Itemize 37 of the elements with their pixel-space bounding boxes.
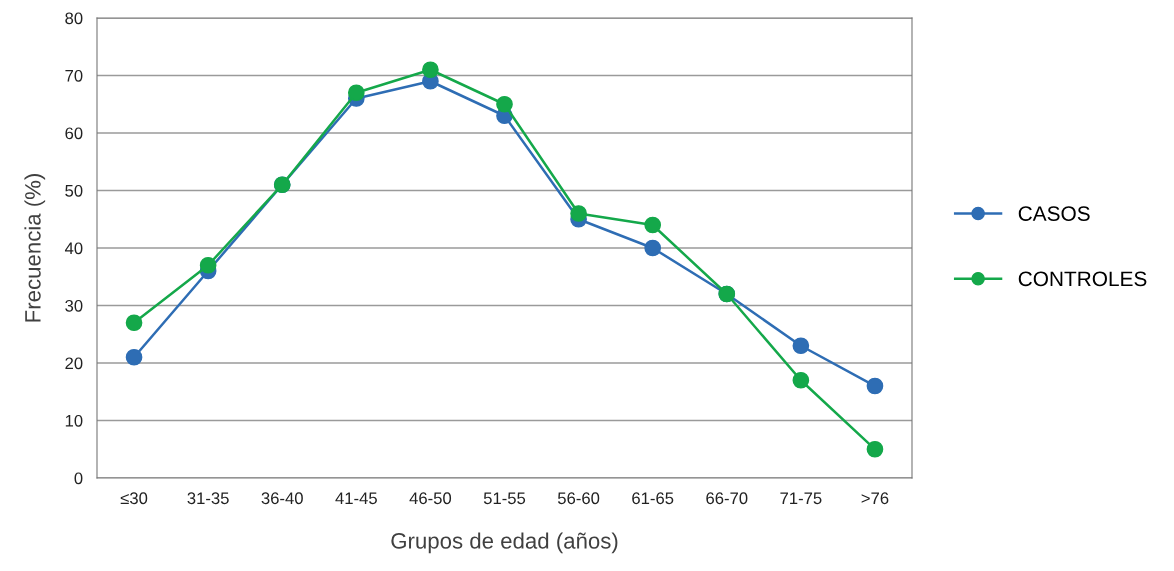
point — [422, 61, 439, 79]
x-tick-label: 36-40 — [261, 492, 303, 505]
point — [792, 337, 810, 355]
point — [347, 84, 365, 102]
x-axis-title: Grupos de edad (años) — [391, 532, 618, 554]
point — [792, 371, 810, 389]
point — [866, 440, 884, 458]
y-tick-label: 40 — [64, 242, 83, 255]
x-tick-label: 71-75 — [780, 492, 822, 505]
point — [644, 216, 662, 234]
y-tick-label: 50 — [65, 184, 83, 197]
y-axis-title: Frecuencia (%) — [24, 174, 46, 322]
x-tick-label: 41-45 — [335, 492, 377, 505]
x-tick-label: 66-70 — [706, 492, 748, 505]
x-tick-label: 51-55 — [483, 492, 526, 505]
x-tick-label: 31-35 — [187, 492, 229, 505]
y-tick-label: 30 — [65, 299, 83, 312]
y-tick-label: 60 — [65, 127, 83, 140]
y-tick-label: 20 — [65, 357, 83, 370]
y-tick-label: 10 — [65, 414, 83, 427]
y-tick-label: 0 — [74, 472, 83, 485]
y-tick-label: 80 — [65, 12, 83, 25]
y-tick-label: 70 — [65, 69, 83, 82]
x-tick-label: 46-50 — [409, 492, 452, 505]
point — [125, 348, 143, 366]
x-tick-label: 56-60 — [557, 492, 600, 505]
point — [866, 377, 884, 395]
point — [199, 256, 217, 274]
point — [125, 314, 143, 332]
legend-label: CASOS — [1018, 206, 1090, 221]
x-tick-label: ≤30 — [120, 492, 148, 505]
point — [644, 239, 662, 257]
x-tick-label: >76 — [861, 492, 889, 505]
point — [570, 205, 587, 222]
legend-label: CONTROLES — [1018, 271, 1147, 287]
point — [496, 95, 513, 113]
x-tick-label: 61-65 — [632, 492, 674, 505]
